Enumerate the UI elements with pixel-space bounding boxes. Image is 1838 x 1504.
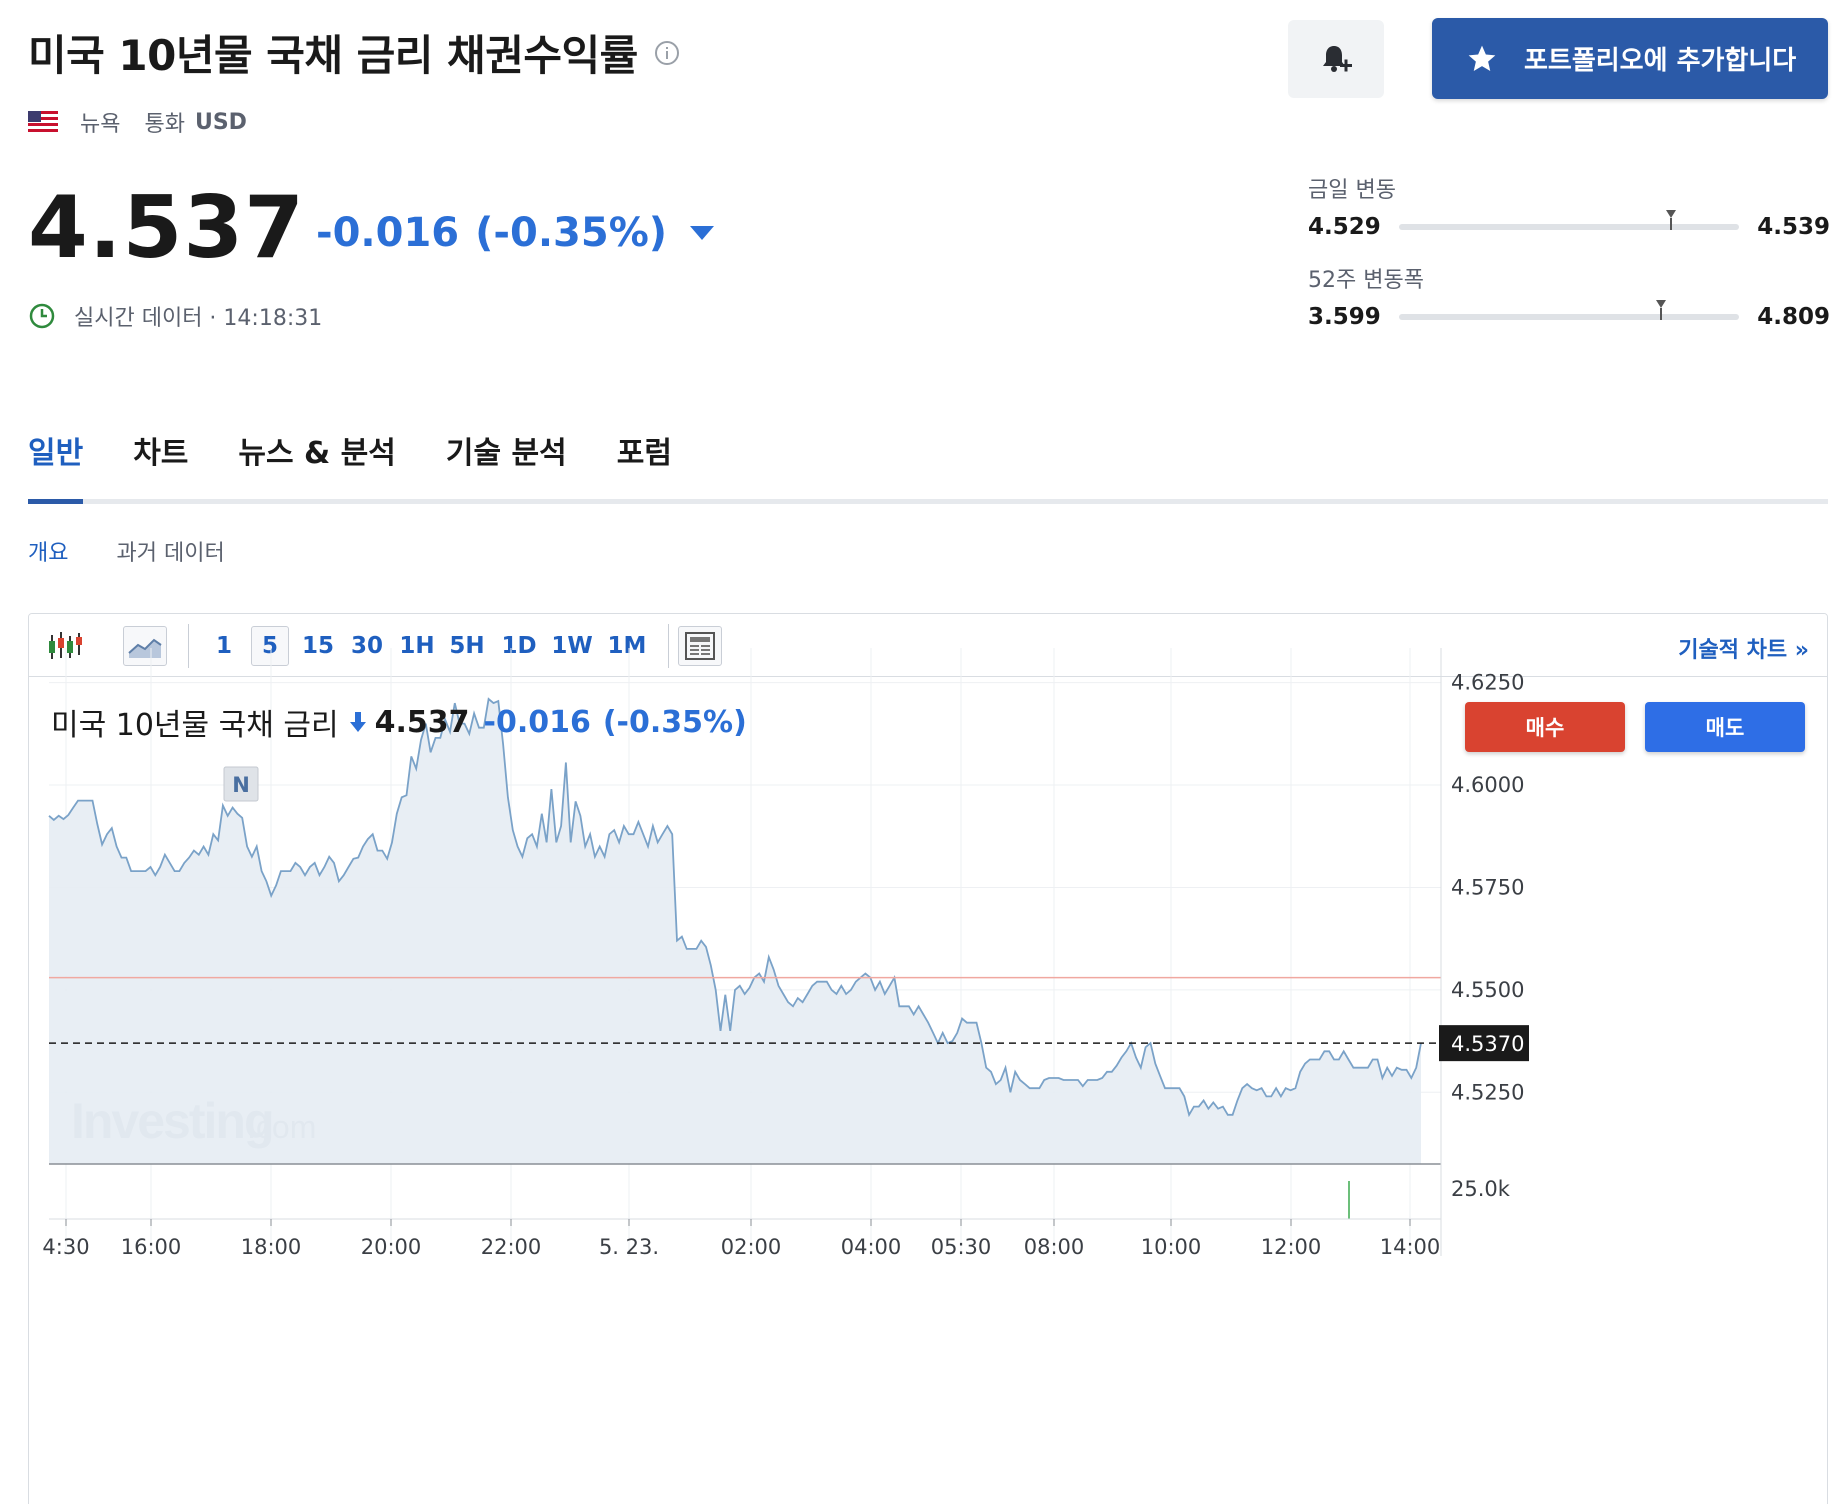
change-percent: (-0.35%) [475,210,668,256]
chart-change-percent: (-0.35%) [602,704,747,740]
y-axis-tick-label: 4.5500 [1451,978,1524,1002]
x-axis-tick-label: 04:00 [841,1235,902,1259]
candlestick-chart-button[interactable] [45,626,85,666]
week52-range-marker [1655,300,1666,320]
chart-toolbar: 1 5 15 30 1H 5H 1D 1W 1M 기술적 차트 » [29,614,1827,677]
price-alert-button[interactable] [1288,20,1384,98]
currency-value: USD [194,109,247,135]
interval-1d[interactable]: 1D [501,633,537,659]
interval-5[interactable]: 5 [251,626,289,666]
chart-last-price: 4.537 [374,704,470,740]
area-chart-button[interactable] [123,626,167,666]
area-chart-icon [128,638,162,658]
x-axis-tick-label: 22:00 [481,1235,542,1259]
news-marker-label: N [232,773,250,797]
x-axis-tick-label: 05:30 [931,1235,992,1259]
interval-1w[interactable]: 1W [551,633,593,659]
x-axis-tick-label: 4:30 [42,1235,89,1259]
tab-news-analysis[interactable]: 뉴스 & 분석 [238,436,396,471]
week52-range-low: 3.599 [1308,304,1381,330]
star-icon [1468,45,1496,71]
x-axis-tick-label: 10:00 [1141,1235,1202,1259]
realtime-status: 실시간 데이터 · 14:18:31 [28,300,322,332]
page-title: 미국 10년물 국채 금리 채권수익률 [28,31,638,80]
interval-1h[interactable]: 1H [399,633,435,659]
buy-button[interactable]: 매수 [1465,702,1625,752]
day-range: 금일 변동 4.529 4.539 [1308,172,1830,240]
news-panel-button[interactable] [678,626,722,666]
x-axis-tick-label: 18:00 [241,1235,302,1259]
add-to-portfolio-button[interactable]: 포트폴리오에 추가합니다 [1432,18,1828,99]
tab-technical[interactable]: 기술 분석 [445,436,567,471]
chart-widget: 1 5 15 30 1H 5H 1D 1W 1M 기술적 차트 » Invest… [28,613,1828,1504]
tab-overview[interactable]: 일반 [28,436,84,471]
week52-range-bar [1398,300,1740,320]
day-range-low: 4.529 [1308,214,1381,240]
newspaper-icon [685,632,715,660]
add-to-portfolio-label: 포트폴리오에 추가합니다 [1524,46,1797,76]
toolbar-separator [188,624,189,668]
x-axis-tick-label: 08:00 [1024,1235,1085,1259]
title-row: 미국 10년물 국채 금리 채권수익률 [28,22,680,83]
instrument-meta: 뉴욕 통화 USD [28,106,247,138]
y-axis-tick-label: 4.5250 [1451,1080,1524,1104]
day-range-high: 4.539 [1757,214,1830,240]
interval-5h[interactable]: 5H [449,633,485,659]
day-range-marker [1666,210,1677,230]
y-axis-tick-label: 4.5750 [1451,875,1524,899]
price-chart[interactable]: Investing.com4.62504.60004.57504.55004.5… [29,614,1828,1504]
x-axis-tick-label: 12:00 [1261,1235,1322,1259]
price-line [48,697,1422,1118]
subtab-historical-data[interactable]: 과거 데이터 [116,541,225,566]
us-flag-icon [28,111,58,133]
news-marker [223,766,259,802]
tab-chart[interactable]: 차트 [133,436,189,471]
x-axis-tick-label: 20:00 [361,1235,422,1259]
price-area [49,699,1421,1164]
week52-range-label: 52주 변동폭 [1308,268,1424,293]
y-axis-tick-label: 4.6250 [1451,671,1524,695]
technical-chart-link[interactable]: 기술적 차트 » [1678,638,1809,663]
toolbar-separator [668,624,669,668]
day-range-bar [1398,210,1740,230]
sub-tabs: 개요 과거 데이터 [28,535,273,567]
price-change: -0.016 (-0.35%) [316,210,715,256]
x-axis-tick-label: 16:00 [121,1235,182,1259]
tab-forum[interactable]: 포럼 [616,436,672,471]
chart-instrument-name: 미국 10년물 국채 금리 [51,708,339,743]
interval-1m[interactable]: 1M [607,633,647,659]
current-price-label: 4.5370 [1451,1032,1524,1056]
interval-15[interactable]: 15 [301,633,334,659]
chart-header: 미국 10년물 국채 금리 4.537 -0.016 (-0.35%) [51,700,747,744]
sell-button[interactable]: 매도 [1645,702,1805,752]
realtime-label: 실시간 데이터 · 14:18:31 [74,306,323,331]
volume-tick-label: 25.0k [1451,1177,1511,1201]
interval-1[interactable]: 1 [215,633,232,659]
current-price-tag [1439,1025,1529,1062]
tab-divider [28,499,1828,504]
day-range-label: 금일 변동 [1308,178,1396,203]
active-tab-indicator [28,499,83,504]
interval-30[interactable]: 30 [350,633,383,659]
bell-plus-icon [1323,46,1352,72]
candlestick-icon [49,632,82,659]
last-price: 4.537 [28,178,306,278]
caret-down-icon [690,226,715,240]
exchange-label: 뉴욕 [80,112,121,137]
y-axis-tick-label: 4.6000 [1451,773,1524,797]
info-icon[interactable] [654,40,680,66]
change-value: -0.016 [316,210,460,256]
chart-change: -0.016 [483,704,591,740]
down-arrow-icon [349,712,366,732]
x-axis-tick-label: 02:00 [721,1235,782,1259]
week52-range-high: 4.809 [1757,304,1830,330]
clock-icon [29,303,55,329]
subtab-summary[interactable]: 개요 [28,541,69,566]
x-axis-tick-label: 5. 23. [599,1235,659,1259]
main-tabs: 일반 차트 뉴스 & 분석 기술 분석 포럼 [28,428,722,472]
week52-range: 52주 변동폭 3.599 4.809 [1308,262,1830,330]
x-axis-tick-label: 14:00 [1380,1235,1441,1259]
currency-label: 통화 [144,112,185,137]
